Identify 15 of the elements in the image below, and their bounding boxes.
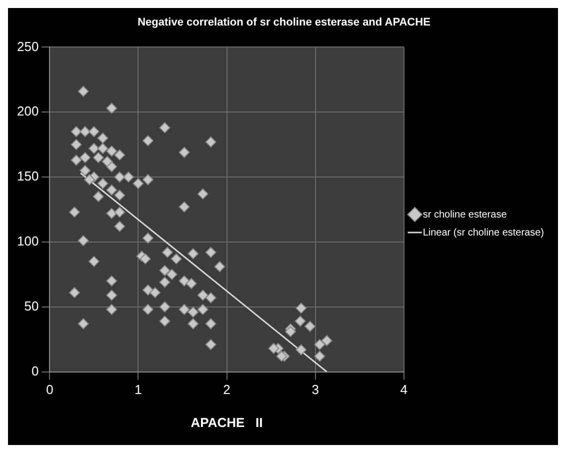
x-tick-label: 1 [134, 382, 142, 398]
y-tick-label: 150 [16, 168, 39, 184]
x-tick-label: 2 [223, 382, 230, 398]
x-tick-label: 3 [312, 382, 319, 398]
legend-label: Linear (sr choline esterase) [422, 227, 544, 238]
y-tick-label: 200 [16, 104, 39, 119]
legend-label: sr choline esterase [422, 209, 508, 220]
y-tick-label: 100 [16, 234, 39, 249]
x-axis-title: APACHE II [190, 414, 263, 430]
y-tick-label: 0 [31, 363, 39, 378]
y-tick-label: 50 [24, 298, 39, 314]
chart-title: Negative correlation of sr choline esterase and APACHE [138, 16, 430, 29]
x-tick-label: 0 [46, 382, 54, 398]
y-tick-label: 250 [16, 38, 39, 54]
x-tick-label: 4 [400, 382, 408, 398]
